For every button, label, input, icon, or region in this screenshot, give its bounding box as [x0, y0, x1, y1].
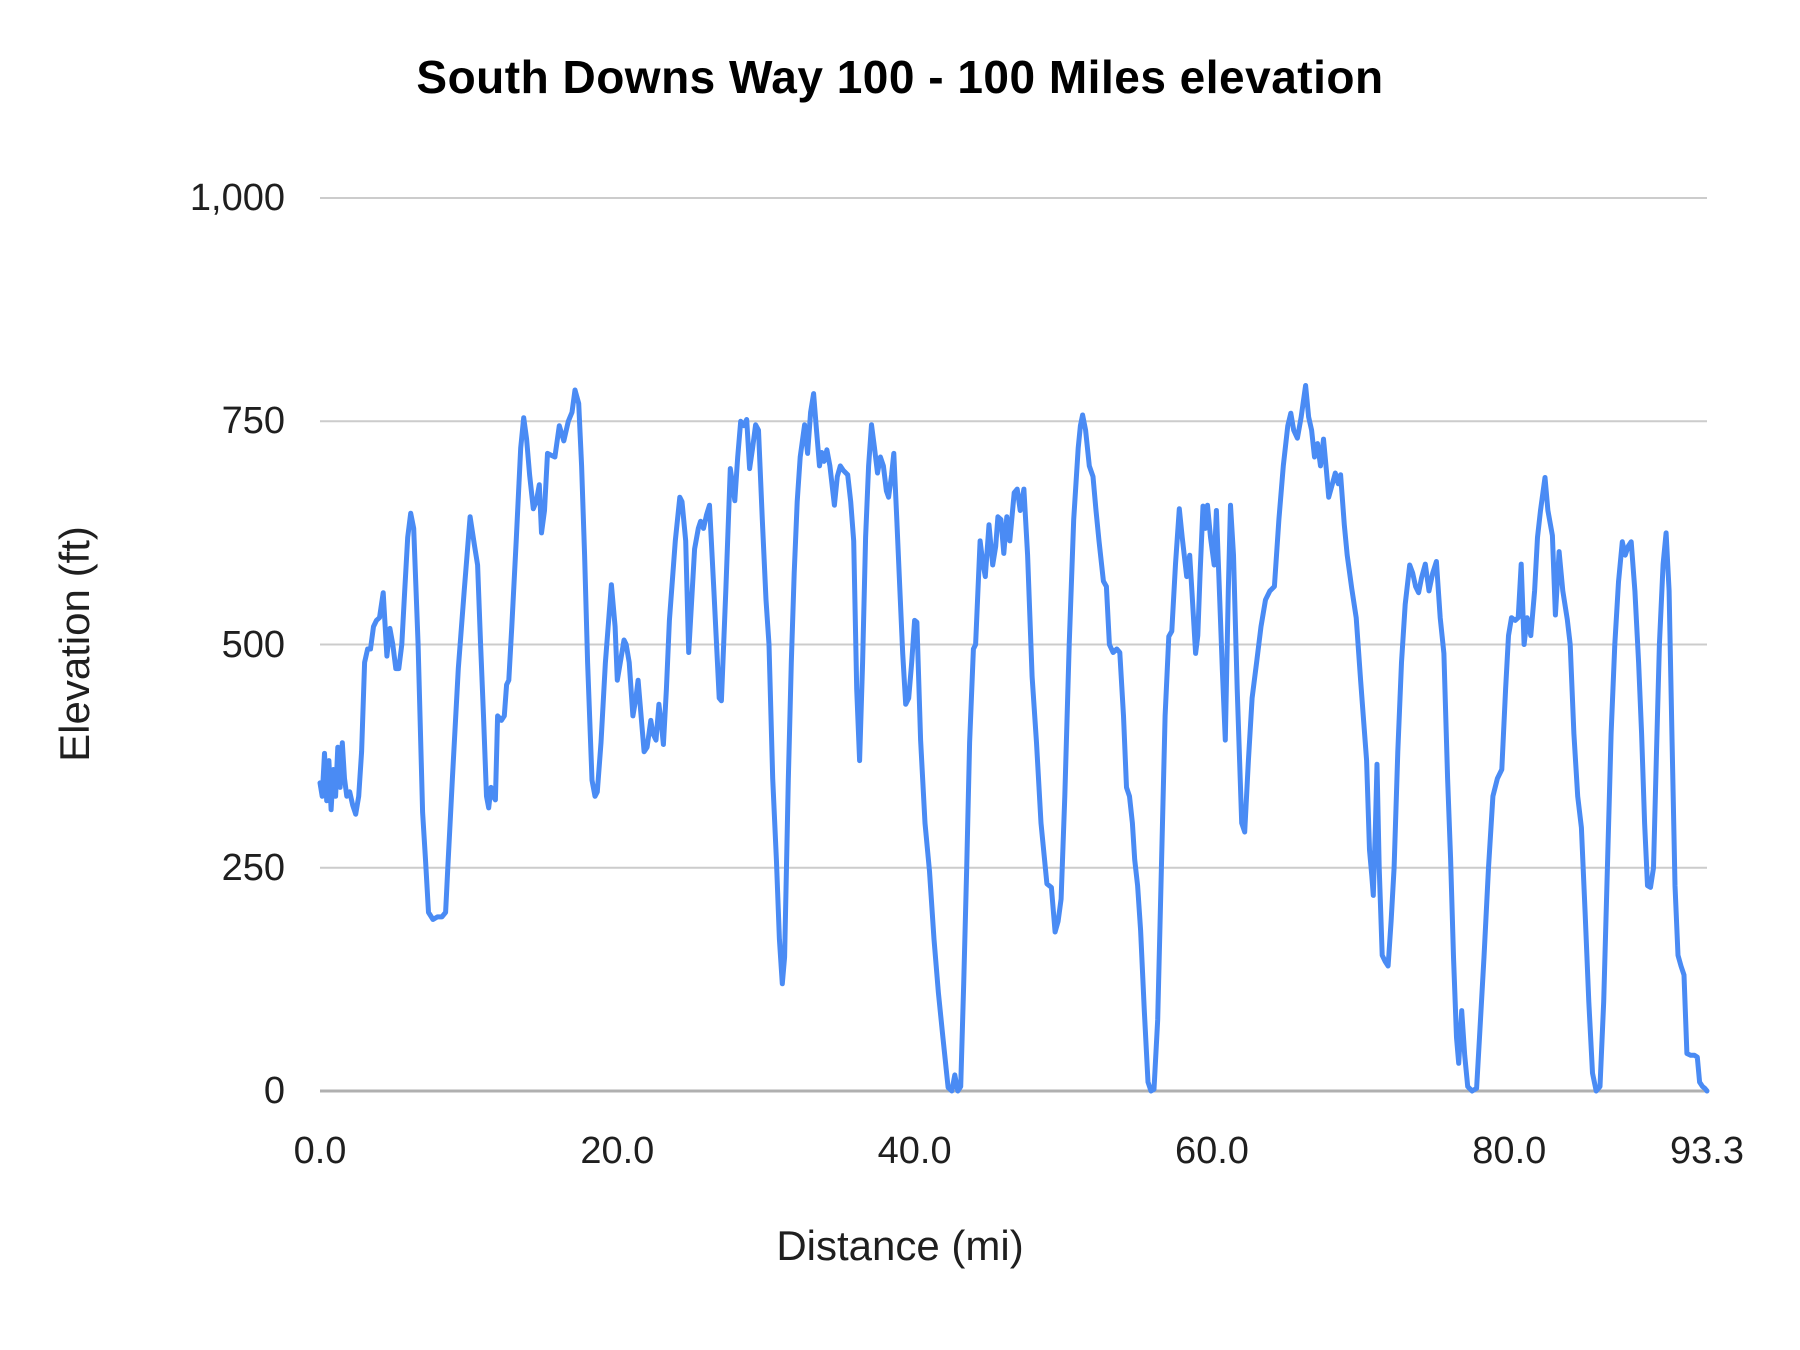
y-tick-label-0: 0	[263, 1070, 285, 1112]
gridlines	[320, 197, 1707, 1093]
x-tick-label-40: 40.0	[877, 1130, 952, 1172]
x-tick-label-60: 60.0	[1174, 1130, 1249, 1172]
y-tick-label-750: 750	[221, 400, 285, 443]
x-tick-label-0: 0.0	[293, 1130, 347, 1172]
chart-title: South Downs Way 100 - 100 Miles elevatio…	[416, 51, 1384, 103]
x-tick-label-20: 20.0	[580, 1130, 655, 1172]
y-tick-label-1000: 1,000	[189, 177, 285, 219]
x-tick-label-80: 80.0	[1472, 1130, 1547, 1172]
x-tick-label-93.3: 93.3	[1670, 1130, 1744, 1172]
elevation-line	[317, 383, 1710, 1094]
y-tick-label-250: 250	[221, 846, 285, 889]
x-axis-title: Distance (mi)	[776, 1222, 1024, 1269]
y-tick-label-500: 500	[221, 623, 285, 666]
